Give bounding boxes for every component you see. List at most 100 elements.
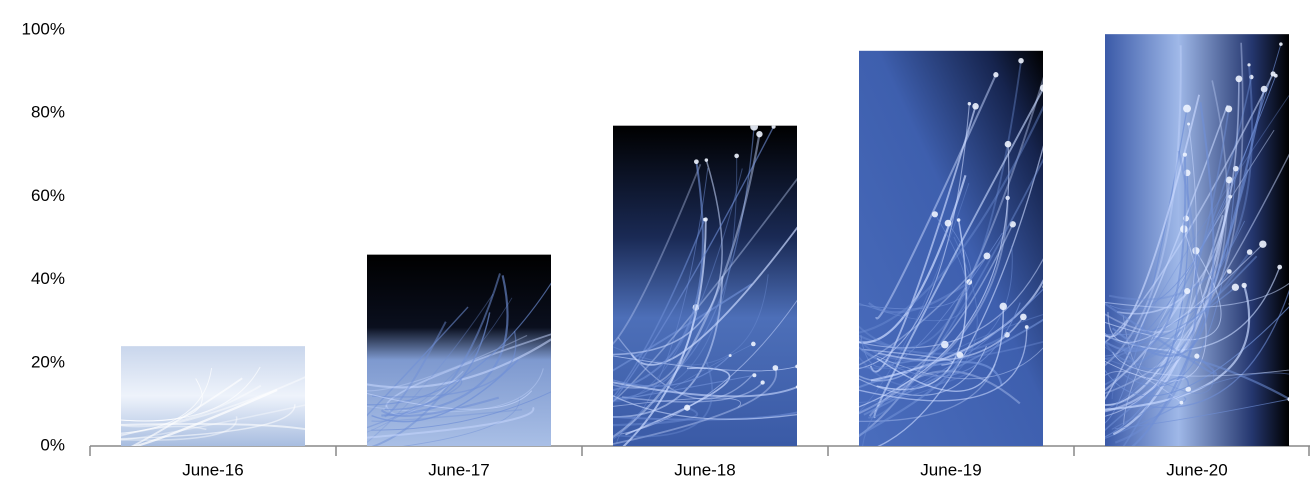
fiber-tip [806,407,812,413]
fiber-streak [132,388,278,446]
fiber-streak [1105,123,1197,417]
fiber-tip [1009,221,1016,228]
fiber-streak [613,168,743,402]
fiber-streak [402,397,521,446]
fiber-streak [613,126,755,400]
fiber-tip [1259,240,1267,248]
fiber-streak [613,274,769,366]
fiber-streak [381,275,509,417]
fiber-streak [873,87,1043,418]
fiber-tip [751,341,756,347]
fiber-tip [734,153,739,159]
fiber-tip [972,103,979,110]
fiber-tip [1225,105,1233,113]
fiber-streak [616,360,714,438]
fiber-tip [795,385,797,389]
fiber-streak [613,133,761,439]
fiber-streak [1114,150,1198,444]
fiber-streak [1123,289,1289,409]
fiber-streak [613,367,778,445]
fiber-streak [1105,251,1251,363]
fiber-tip [1249,74,1254,80]
fiber-streak [613,126,775,403]
fiber-streak [859,355,968,388]
y-tick-label: 20% [31,352,65,371]
fiber-tip [1073,289,1078,294]
fiber-streak [859,76,1043,438]
fiber-tip [1024,325,1029,329]
fiber-streak [121,422,305,431]
fiber-streak [620,299,797,435]
x-tick-label: June-18 [674,460,735,479]
fiber-streak [1111,372,1289,430]
fiber-tip [693,159,699,165]
fiber-tip [1044,96,1051,103]
fiber-streak [1109,286,1236,345]
fiber-streak [868,281,970,314]
y-tick-label: 100% [22,19,65,38]
fiber-streak [384,312,491,411]
fiber-streak [1105,302,1217,376]
fiber-streak [1117,78,1240,315]
fiber-texture [613,125,832,447]
fiber-streak [613,276,724,418]
fiber-streak [367,390,533,410]
fiber-tip [944,219,952,227]
fiber-tip [1241,282,1247,288]
fiber-tip [1042,284,1043,289]
fiber-streak [1105,397,1187,439]
fiber-streak [121,425,207,437]
fiber-streak [859,245,1013,369]
fiber-streak [1105,376,1190,432]
fiber-streak [371,408,523,422]
fiber-streak [380,396,500,417]
fiber-tip [1247,63,1251,67]
fiber-tip [1184,288,1191,295]
fiber-streak [1105,285,1251,411]
fiber-tip [1231,283,1240,291]
fiber-streak [1105,154,1187,352]
fiber-tip [967,102,972,106]
x-tick-label: June-17 [428,460,489,479]
fiber-streak [613,374,755,401]
y-tick-label: 0% [40,435,65,454]
y-tick-label: 60% [31,186,65,205]
fiber-tip [956,218,961,222]
fiber-streak [613,219,706,399]
fiber-streak [1105,80,1228,395]
fiber-tip [983,252,991,260]
fiber-streak [367,306,469,417]
fiber-streak [1122,315,1180,379]
fiber-tip [1226,269,1232,274]
fiber-streak [859,144,1010,408]
fiber-tip [772,365,779,371]
fiber-streak [613,155,738,398]
fiber-tip [1225,176,1233,184]
fiber-tip [829,408,832,411]
fiber-streak [876,306,1004,392]
fiber-streak [862,314,1043,447]
fiber-streak [1105,290,1189,392]
x-tick-label: June-20 [1166,460,1227,479]
fiber-streak [859,288,1043,413]
fiber-tip [760,380,765,385]
fiber-streak [367,282,551,406]
fiber-texture [121,366,305,446]
fiber-tip [1179,400,1184,405]
fiber-streak [613,168,709,440]
fiber-streak [868,158,1043,419]
fiber-tip [1246,249,1253,255]
fiber-tip [795,364,797,369]
fiber-tip [728,353,732,357]
fiber-streak [1114,398,1289,430]
fiber-tip [1060,65,1066,71]
fiber-streak [876,144,1043,447]
x-tick-label: June-16 [182,460,243,479]
fiber-streak [367,406,535,439]
fiber-streak [613,355,731,387]
fiber-streak [1108,64,1253,301]
fiber-tip [1194,353,1200,359]
fiber-streak [121,404,305,441]
fiber-tip [1182,152,1187,157]
